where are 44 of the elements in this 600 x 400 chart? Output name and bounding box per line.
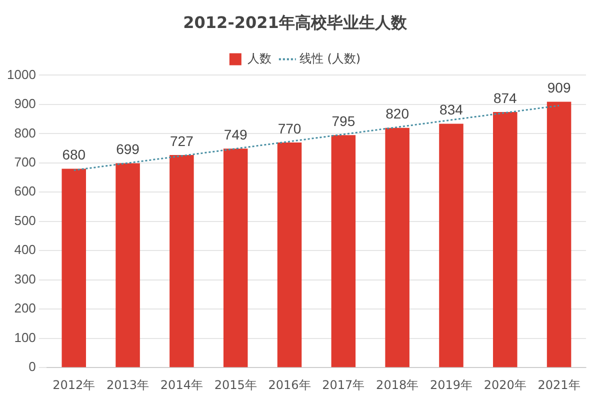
- x-tick-label: 2012年: [52, 378, 96, 392]
- x-tick-label: 2021年: [538, 378, 580, 392]
- x-tick-label: 2017年: [322, 378, 365, 392]
- y-tick-label: 500: [14, 212, 36, 228]
- x-tick-label: 2018年: [376, 378, 419, 392]
- y-tick-label: 1000: [7, 66, 36, 82]
- data-label: 909: [547, 80, 571, 96]
- bar: [385, 128, 410, 368]
- bar: [493, 112, 518, 368]
- data-label: 820: [386, 106, 410, 122]
- y-tick-label: 700: [14, 154, 36, 170]
- x-tick-label: 2015年: [214, 378, 257, 392]
- bar: [116, 163, 140, 368]
- y-tick-label: 900: [14, 96, 36, 112]
- y-tick-label: 600: [14, 184, 36, 199]
- x-tick-label: 2014年: [160, 378, 203, 392]
- bar: [331, 135, 356, 368]
- bar: [546, 102, 572, 368]
- data-label: 749: [224, 126, 248, 142]
- bar: [439, 124, 464, 368]
- data-label: 770: [278, 120, 302, 136]
- data-label: 699: [116, 141, 140, 158]
- data-label: 834: [440, 102, 464, 118]
- y-tick-label: 100: [14, 330, 36, 345]
- bar: [170, 155, 194, 368]
- bar: [223, 148, 248, 368]
- data-label: 727: [170, 132, 194, 149]
- y-tick-label: 400: [14, 242, 36, 258]
- data-label: 874: [493, 90, 518, 106]
- x-tick-label: 2013年: [106, 378, 150, 392]
- chart-title: 2012-2021年高校毕业生人数: [183, 12, 408, 32]
- x-tick-label: 2019年: [430, 378, 473, 392]
- y-tick-label: 200: [14, 300, 36, 316]
- bar: [62, 168, 86, 368]
- y-tick-label: 0: [28, 359, 36, 374]
- y-tick-label: 300: [14, 271, 36, 286]
- data-label: 680: [62, 146, 86, 163]
- data-label: 795: [332, 113, 356, 129]
- legend-label: 线性 (人数): [299, 51, 361, 66]
- x-tick-label: 2016年: [268, 378, 311, 392]
- x-tick-label: 2020年: [484, 378, 526, 392]
- bar: [277, 142, 302, 368]
- y-tick-label: 800: [14, 125, 36, 140]
- legend-label: 人数: [247, 51, 272, 66]
